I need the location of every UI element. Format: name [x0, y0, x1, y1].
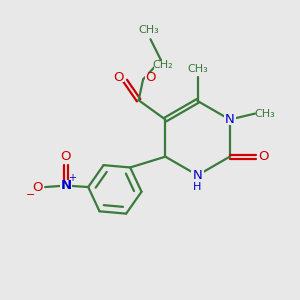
Bar [32, 182, 43, 192]
Text: CH₃: CH₃ [139, 26, 159, 35]
Bar [61, 152, 71, 160]
Bar [258, 152, 270, 162]
Bar [141, 26, 157, 35]
Bar [256, 108, 273, 119]
Bar [191, 170, 204, 181]
Text: −: − [26, 190, 35, 200]
Bar [145, 73, 156, 83]
Text: N: N [60, 179, 71, 192]
Bar [224, 114, 236, 125]
Text: CH₃: CH₃ [254, 109, 275, 118]
Text: CH₃: CH₃ [187, 64, 208, 74]
Bar [60, 180, 72, 191]
Bar [154, 61, 171, 70]
Bar [189, 64, 206, 73]
Text: +: + [68, 173, 76, 183]
Text: N: N [225, 113, 235, 126]
Text: O: O [145, 71, 156, 84]
Text: H: H [194, 182, 202, 192]
Text: O: O [32, 181, 42, 194]
Bar [113, 74, 124, 82]
Bar [193, 183, 202, 192]
Text: N: N [193, 169, 202, 182]
Text: O: O [259, 150, 269, 163]
Text: O: O [113, 71, 124, 84]
Text: O: O [61, 150, 71, 163]
Text: CH₂: CH₂ [152, 60, 173, 70]
